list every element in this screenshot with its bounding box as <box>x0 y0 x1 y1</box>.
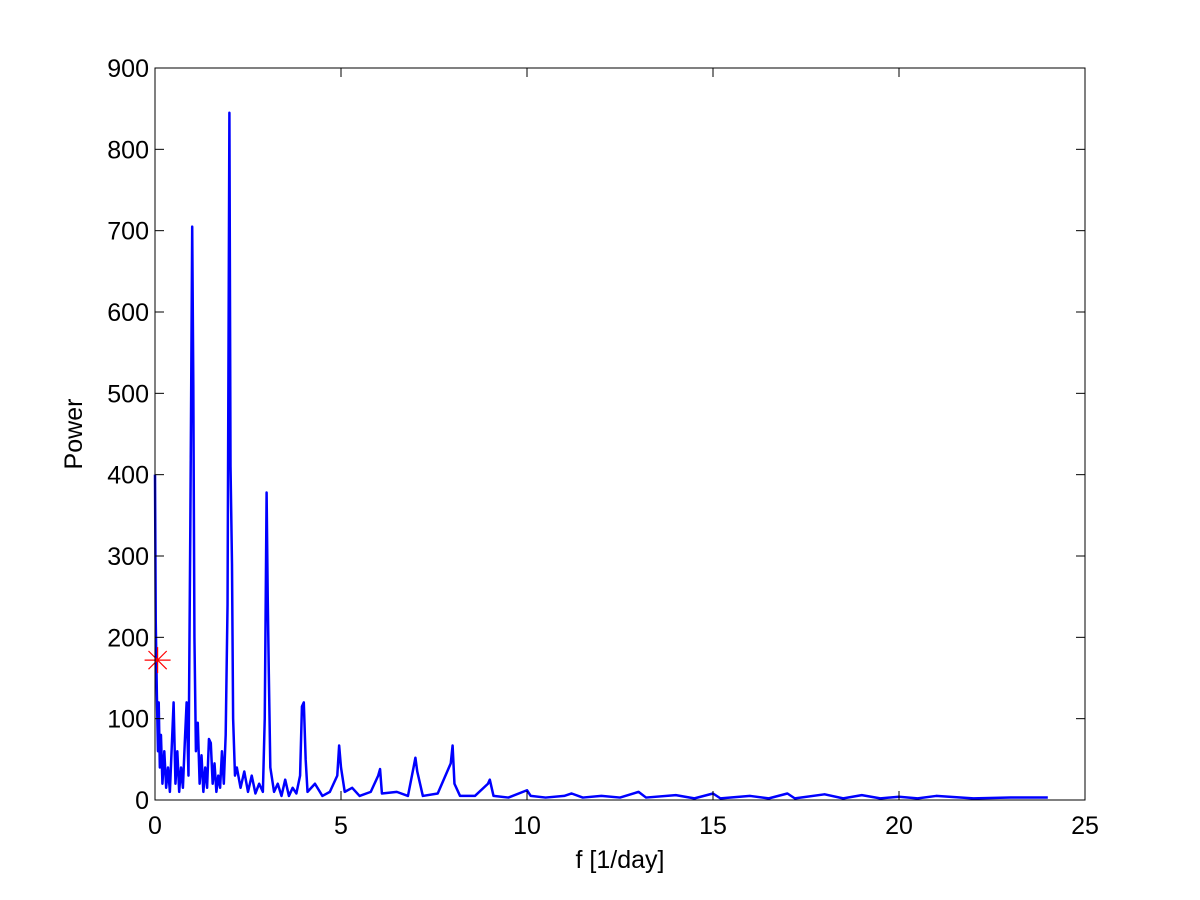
y-tick-label: 0 <box>135 787 149 815</box>
y-tick-label: 100 <box>107 706 149 734</box>
data-line <box>153 111 1048 800</box>
y-tick-label: 900 <box>107 55 149 83</box>
x-tick-label: 15 <box>699 812 727 840</box>
x-tick-label: 10 <box>513 812 541 840</box>
y-tick-label: 200 <box>107 624 149 652</box>
x-axis-label: f [1/day] <box>576 846 665 874</box>
y-tick-label: 700 <box>107 218 149 246</box>
y-axis-label: Power <box>60 399 88 470</box>
plot-frame <box>154 67 1086 801</box>
y-tick-label: 400 <box>107 462 149 490</box>
x-tick-label: 0 <box>148 812 162 840</box>
y-tick-label: 500 <box>107 380 149 408</box>
x-tick-label: 5 <box>334 812 348 840</box>
y-tick-label: 600 <box>107 299 149 327</box>
x-tick-label: 25 <box>1071 812 1099 840</box>
y-tick-label: 300 <box>107 543 149 571</box>
y-tick-label: 800 <box>107 136 149 164</box>
marker-stroke <box>148 650 168 670</box>
x-tick-label: 20 <box>885 812 913 840</box>
marker-star <box>144 647 171 674</box>
